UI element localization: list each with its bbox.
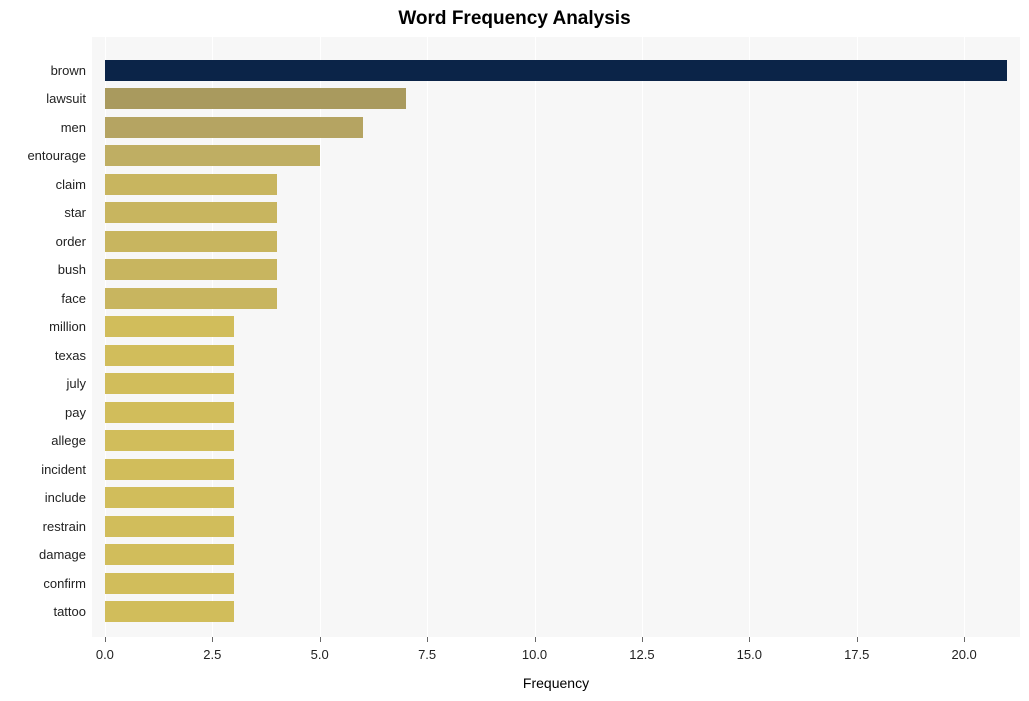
- y-tick-label: star: [64, 205, 86, 220]
- x-tick-mark: [964, 637, 965, 642]
- y-tick-label: brown: [51, 63, 86, 78]
- gridline: [749, 37, 750, 637]
- y-tick-label: texas: [55, 348, 86, 363]
- y-tick-label: restrain: [43, 519, 86, 534]
- y-tick-label: men: [61, 120, 86, 135]
- bar: [105, 487, 234, 508]
- bar: [105, 573, 234, 594]
- y-tick-label: july: [66, 376, 86, 391]
- x-tick-label: 12.5: [629, 647, 654, 662]
- x-tick-label: 0.0: [96, 647, 114, 662]
- bar: [105, 601, 234, 622]
- x-tick-mark: [105, 637, 106, 642]
- chart-container: Word Frequency Analysis Frequency 0.0 2.5…: [0, 0, 1029, 701]
- x-tick-mark: [320, 637, 321, 642]
- bar: [105, 544, 234, 565]
- y-tick-label: incident: [41, 462, 86, 477]
- plot-area: [92, 37, 1020, 637]
- bar: [105, 259, 277, 280]
- x-tick-label: 20.0: [951, 647, 976, 662]
- y-tick-label: pay: [65, 405, 86, 420]
- gridline: [535, 37, 536, 637]
- y-tick-label: allege: [51, 433, 86, 448]
- x-axis-label: Frequency: [92, 675, 1020, 691]
- y-tick-label: claim: [56, 177, 86, 192]
- chart-title: Word Frequency Analysis: [0, 8, 1029, 30]
- bar: [105, 174, 277, 195]
- y-tick-label: include: [45, 490, 86, 505]
- x-tick-label: 10.0: [522, 647, 547, 662]
- x-tick-mark: [857, 637, 858, 642]
- x-tick-mark: [212, 637, 213, 642]
- y-tick-label: bush: [58, 262, 86, 277]
- gridline: [642, 37, 643, 637]
- bar: [105, 516, 234, 537]
- bar: [105, 202, 277, 223]
- bar: [105, 373, 234, 394]
- bar: [105, 345, 234, 366]
- x-tick-mark: [749, 637, 750, 642]
- x-tick-label: 15.0: [737, 647, 762, 662]
- y-tick-label: confirm: [43, 576, 86, 591]
- bar: [105, 60, 1007, 81]
- y-tick-label: face: [61, 291, 86, 306]
- x-tick-mark: [535, 637, 536, 642]
- y-tick-label: tattoo: [53, 604, 86, 619]
- y-tick-label: damage: [39, 547, 86, 562]
- y-tick-label: lawsuit: [46, 91, 86, 106]
- bar: [105, 88, 406, 109]
- y-tick-label: entourage: [27, 148, 86, 163]
- gridline: [964, 37, 965, 637]
- bar: [105, 145, 320, 166]
- x-tick-label: 2.5: [203, 647, 221, 662]
- x-tick-mark: [642, 637, 643, 642]
- gridline: [427, 37, 428, 637]
- bar: [105, 288, 277, 309]
- bar: [105, 117, 363, 138]
- bar: [105, 459, 234, 480]
- x-tick-label: 5.0: [311, 647, 329, 662]
- bar: [105, 231, 277, 252]
- bar: [105, 316, 234, 337]
- x-tick-label: 17.5: [844, 647, 869, 662]
- y-tick-label: order: [56, 234, 86, 249]
- x-tick-label: 7.5: [418, 647, 436, 662]
- bar: [105, 402, 234, 423]
- x-tick-mark: [427, 637, 428, 642]
- bar: [105, 430, 234, 451]
- gridline: [857, 37, 858, 637]
- y-tick-label: million: [49, 319, 86, 334]
